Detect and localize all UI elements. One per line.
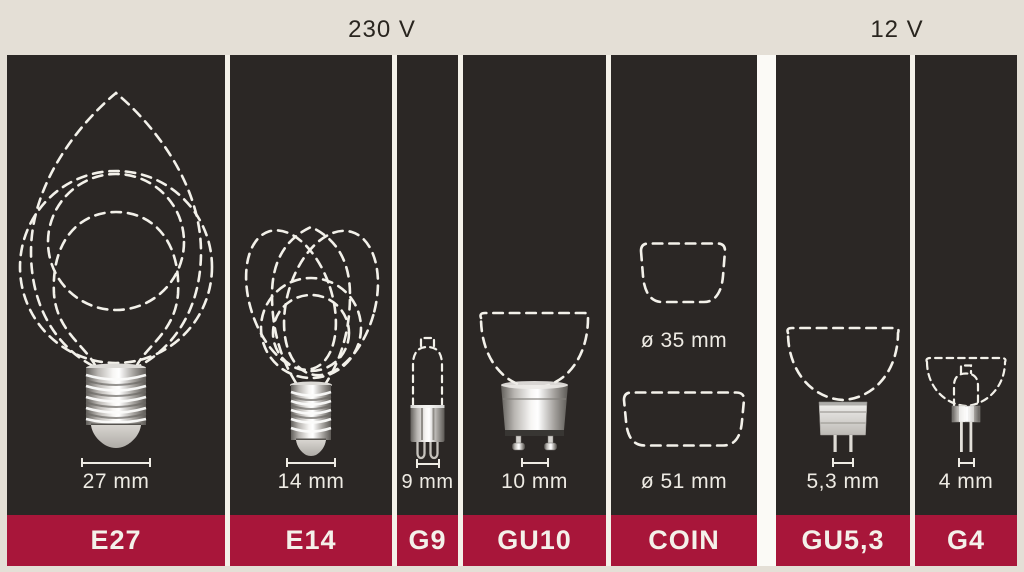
g9-figure-area: 9 mm	[397, 55, 458, 515]
gu53-figure-area: 5,3 mm	[776, 55, 910, 515]
panel-e14: 14 mm E14	[230, 55, 392, 566]
gu10-base-label: GU10	[497, 525, 572, 555]
e27-label-bar: E27	[7, 515, 225, 566]
gu53-reflector-outline-icon	[786, 326, 900, 452]
gu10-measure: 10 mm	[463, 458, 606, 494]
voltage-12v-label: 12 V	[870, 16, 924, 43]
e14-base-label: E14	[285, 525, 337, 555]
coin-51mm-diameter-label: ø 51 mm	[640, 470, 728, 493]
e14-measure: 14 mm	[230, 458, 392, 494]
e14-measure-value: 14 mm	[277, 470, 345, 493]
g9-measure-value: 9 mm	[401, 471, 454, 493]
section-230v: 27 mm E27	[7, 55, 757, 566]
g9-measure-line	[415, 459, 440, 468]
g9-capsule-outline-icon	[410, 336, 445, 460]
e14-figure-area: 14 mm	[230, 55, 392, 515]
g9-pin-base-icon	[410, 405, 445, 460]
voltage-230v-label: 230 V	[348, 16, 416, 43]
coin-base-label: COIN	[648, 525, 720, 555]
g4-base-label: G4	[946, 525, 986, 555]
g4-outlines-icon	[925, 356, 1007, 452]
gu10-measure-line	[520, 458, 549, 467]
g4-measure-value: 4 mm	[938, 470, 994, 493]
panel-g9: 9 mm G9	[397, 55, 458, 566]
panel-gu10: 10 mm GU10	[463, 55, 606, 566]
gu53-label-bar: GU5,3	[776, 515, 910, 566]
g9-label-bar: G9	[397, 515, 458, 566]
gu53-measure-line	[832, 458, 854, 467]
section-12v: 5,3 mm GU5,3	[776, 55, 1017, 566]
e27-measure-value: 27 mm	[82, 470, 150, 493]
coin-label-bar: COIN	[611, 515, 757, 566]
g4-label-bar: G4	[915, 515, 1017, 566]
g4-measure-line	[957, 458, 975, 467]
coin-35mm-diameter-label: ø 35 mm	[640, 329, 728, 352]
g9-measure: 9 mm	[397, 459, 458, 494]
e27-screw-base-icon	[85, 363, 147, 448]
gu10-measure-value: 10 mm	[501, 470, 568, 493]
gu10-figure-area: 10 mm	[463, 55, 606, 515]
gu10-twist-base-icon	[501, 381, 568, 451]
e14-screw-base-icon	[290, 381, 332, 456]
e14-bulb-outlines-icon	[244, 225, 380, 456]
g4-measure: 4 mm	[915, 458, 1017, 494]
coin-figure-area: ø 35 mm ø 51 mm	[611, 55, 757, 515]
gu53-measure-value: 5,3 mm	[806, 470, 880, 493]
gu53-measure: 5,3 mm	[776, 458, 910, 494]
panel-e27: 27 mm E27	[7, 55, 225, 566]
e27-measure: 27 mm	[7, 458, 225, 494]
gu53-base-label: GU5,3	[801, 525, 885, 555]
gu53-pin-base-icon	[818, 401, 868, 452]
e27-measure-line	[81, 458, 151, 467]
e14-measure-line	[286, 458, 336, 467]
section-divider	[757, 55, 776, 566]
g9-base-label: G9	[408, 525, 447, 555]
e14-label-bar: E14	[230, 515, 392, 566]
e27-bulb-outlines-icon	[18, 91, 214, 448]
panel-coin: ø 35 mm ø 51 mm COIN	[611, 55, 757, 566]
panel-g4: 4 mm G4	[915, 55, 1017, 566]
coin-35mm-outline	[639, 242, 727, 304]
e27-base-label: E27	[90, 525, 142, 555]
g4-figure-area: 4 mm	[915, 55, 1017, 515]
coin-measure: ø 51 mm	[611, 470, 757, 494]
panels-row: 27 mm E27	[7, 55, 1017, 566]
panel-gu53: 5,3 mm GU5,3	[776, 55, 910, 566]
coin-51mm-outline	[622, 391, 746, 447]
gu10-reflector-outline-icon	[479, 311, 590, 451]
g4-pin-base-icon	[951, 405, 981, 452]
gu10-label-bar: GU10	[463, 515, 606, 566]
e27-figure-area: 27 mm	[7, 55, 225, 515]
coin-modules-outline-icon	[622, 242, 746, 447]
